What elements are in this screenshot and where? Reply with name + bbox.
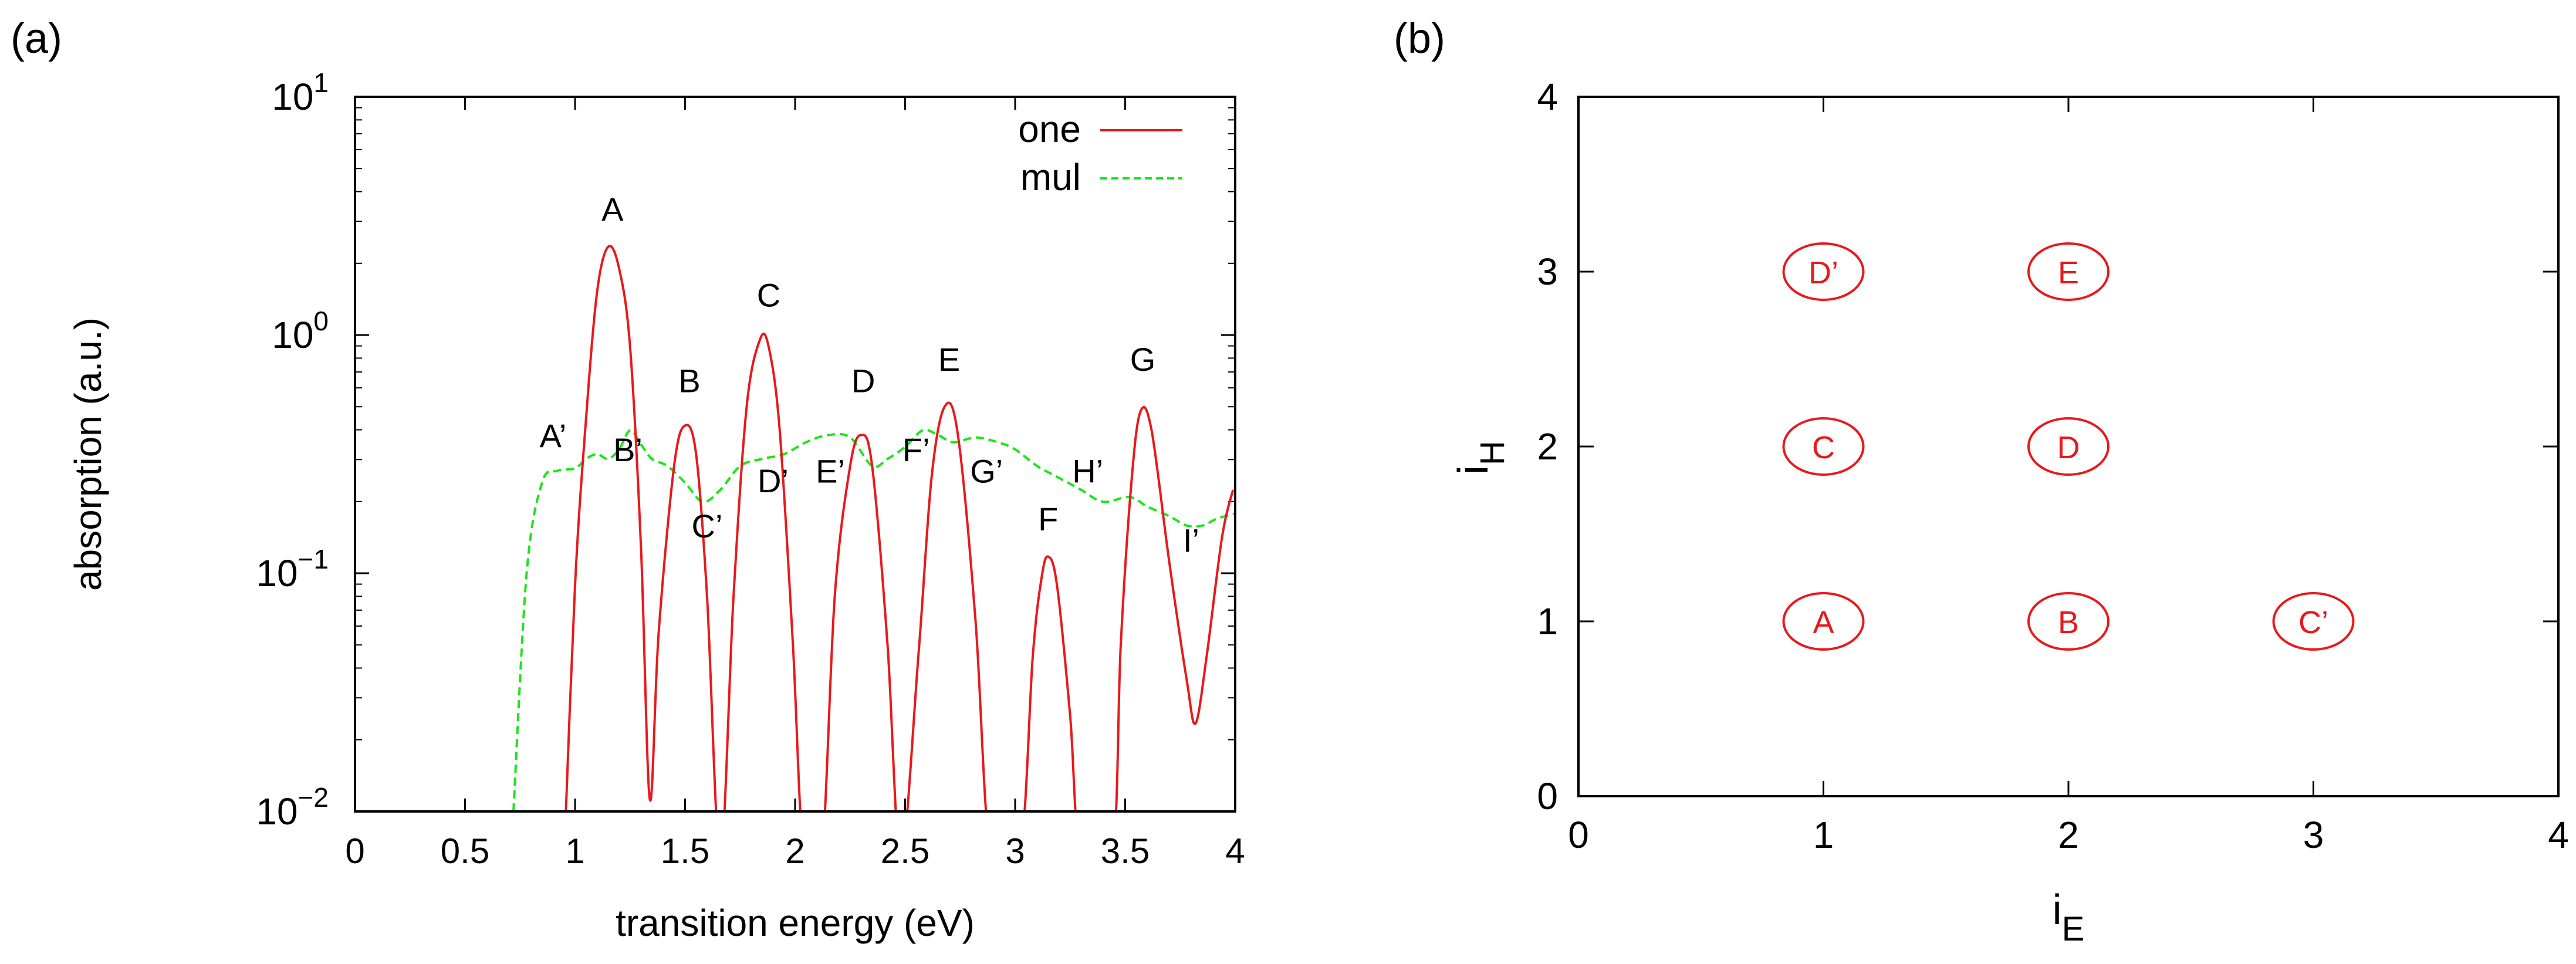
legend-label-one: one [1018,108,1081,150]
point-6: C’ [2272,592,2355,651]
chart-b-ticks: 0 1 2 3 4 0 1 2 3 4 [1537,76,2568,856]
point-5: B [2027,592,2110,651]
point-1: E [2027,242,2110,301]
chart-a-xtick-label: 0.5 [441,831,489,871]
chart-a-ytick-exp: 0 [313,306,329,336]
chart-a-ytick-exp: −2 [298,782,329,813]
chart-a-annotation-prime: D’ [758,462,789,499]
chart-b-ytick-label: 2 [1537,425,1558,468]
point-0: D’ [1782,242,1865,301]
chart-b-ylabel: iH [1450,441,1512,475]
panel-label-a: (a) [11,15,62,62]
chart-b-xlabel-base: i [2053,887,2062,933]
point-label: E [2058,255,2079,290]
chart-b-xlabel-sub: E [2062,910,2085,948]
chart-a-annotation-peak: G [1130,341,1156,378]
chart-a-annotation-prime: A’ [540,417,567,454]
point-2: C [1782,417,1865,476]
chart-a-ytick-base: 10 [256,552,298,594]
chart-a-xtick-label: 1 [565,831,584,871]
chart-a-annotation-prime: F’ [902,431,930,468]
point-label: B [2058,605,2079,640]
chart-b-ylabel-base: i [1450,465,1497,475]
chart-b-ytick-label: 4 [1537,76,1558,118]
chart-b-xtick-label: 2 [2058,814,2079,856]
chart-a-xtick-label: 3.5 [1101,831,1150,871]
point-label: C [1812,430,1835,465]
chart-a-frame [354,96,1236,813]
point-4: A [1782,592,1865,651]
chart-a-legend: one mul [1018,108,1182,198]
chart-b-ytick-label: 3 [1537,251,1558,293]
chart-b-ytick-label: 0 [1537,775,1558,817]
chart-b-xtick-label: 3 [2303,814,2324,856]
point-circle [2027,417,2110,476]
chart-b-xtick-label: 4 [2548,814,2569,856]
point-label: D’ [1808,255,1838,290]
point-circle [1782,417,1865,476]
point-circle [2027,592,2110,651]
chart-a-annotations: A B C D E F G A’ B’ C’ D’ E’ F’ G’ H’ I’ [540,191,1199,559]
chart-a-annotation-peak: A [601,191,624,228]
chart-a-annotation-prime: G’ [970,453,1003,490]
chart-a-annotation-peak: B [678,362,700,399]
point-3: D [2027,417,2110,476]
legend-label-mul: mul [1020,156,1081,198]
chart-a-ytick-label: 101 [272,67,329,118]
chart-a-ytick-label: 100 [272,306,329,356]
point-circle [1782,592,1865,651]
chart-a-annotation-peak: E [938,341,960,378]
chart-a-annotation-prime: B’ [613,431,643,468]
chart-b-points: D’ E C D A B C’ [1782,242,2355,651]
point-label: D [2057,430,2080,465]
point-circle [2272,592,2355,651]
chart-a-ylabel: absorption (a.u.) [67,317,109,591]
chart-b-xlabel: iE [2053,887,2085,948]
chart-a-ytick-exp: 1 [313,67,329,98]
point-circle [1782,242,1865,301]
chart-a-ytick-base: 10 [272,76,313,118]
chart-b-xtick-label: 0 [1568,814,1589,856]
chart-b-frame [1577,96,2560,797]
point-circle [2027,242,2110,301]
chart-a-xtick-label: 2.5 [881,831,929,871]
chart-a-xtick-label: 1.5 [661,831,709,871]
chart-a-annotation-prime: E’ [816,453,845,490]
chart-a-ytick-label: 10−2 [256,782,329,833]
chart-a-annotation-prime: I’ [1183,522,1199,559]
chart-b-xtick-label: 1 [1813,814,1834,856]
chart-a-ytick-label: 10−1 [256,544,329,594]
chart-a-annotation-peak: D [851,362,875,399]
chart-a-xtick-label: 2 [785,831,804,871]
chart-a-xtick-label: 3 [1005,831,1025,871]
point-label: C’ [2298,605,2328,640]
chart-a-ytick-base: 10 [256,790,298,833]
chart-a-annotation-peak: F [1038,500,1058,537]
chart-a-annotation-peak: C [757,276,780,313]
chart-a-xtick-label: 0 [345,831,364,871]
panel-label-b: (b) [1394,15,1445,62]
chart-a-ytick-base: 10 [272,314,313,356]
chart-b-ytick-label: 1 [1537,600,1558,642]
chart-b-ylabel-sub: H [1473,441,1512,465]
chart-a-ytick-exp: −1 [298,544,329,574]
chart-a-annotation-prime: C’ [692,508,723,544]
chart-a-series [512,245,1235,811]
series-one-line [564,245,1235,811]
chart-a-xtick-label: 4 [1225,831,1245,871]
series-mul-line [512,428,1235,811]
point-label: A [1813,605,1834,640]
chart-a-annotation-prime: H’ [1072,453,1103,490]
chart-a-xlabel: transition energy (eV) [616,902,975,944]
